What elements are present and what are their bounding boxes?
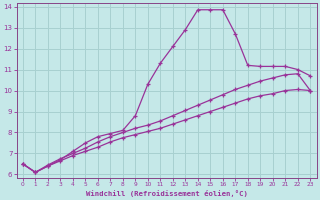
X-axis label: Windchill (Refroidissement éolien,°C): Windchill (Refroidissement éolien,°C)	[86, 190, 248, 197]
